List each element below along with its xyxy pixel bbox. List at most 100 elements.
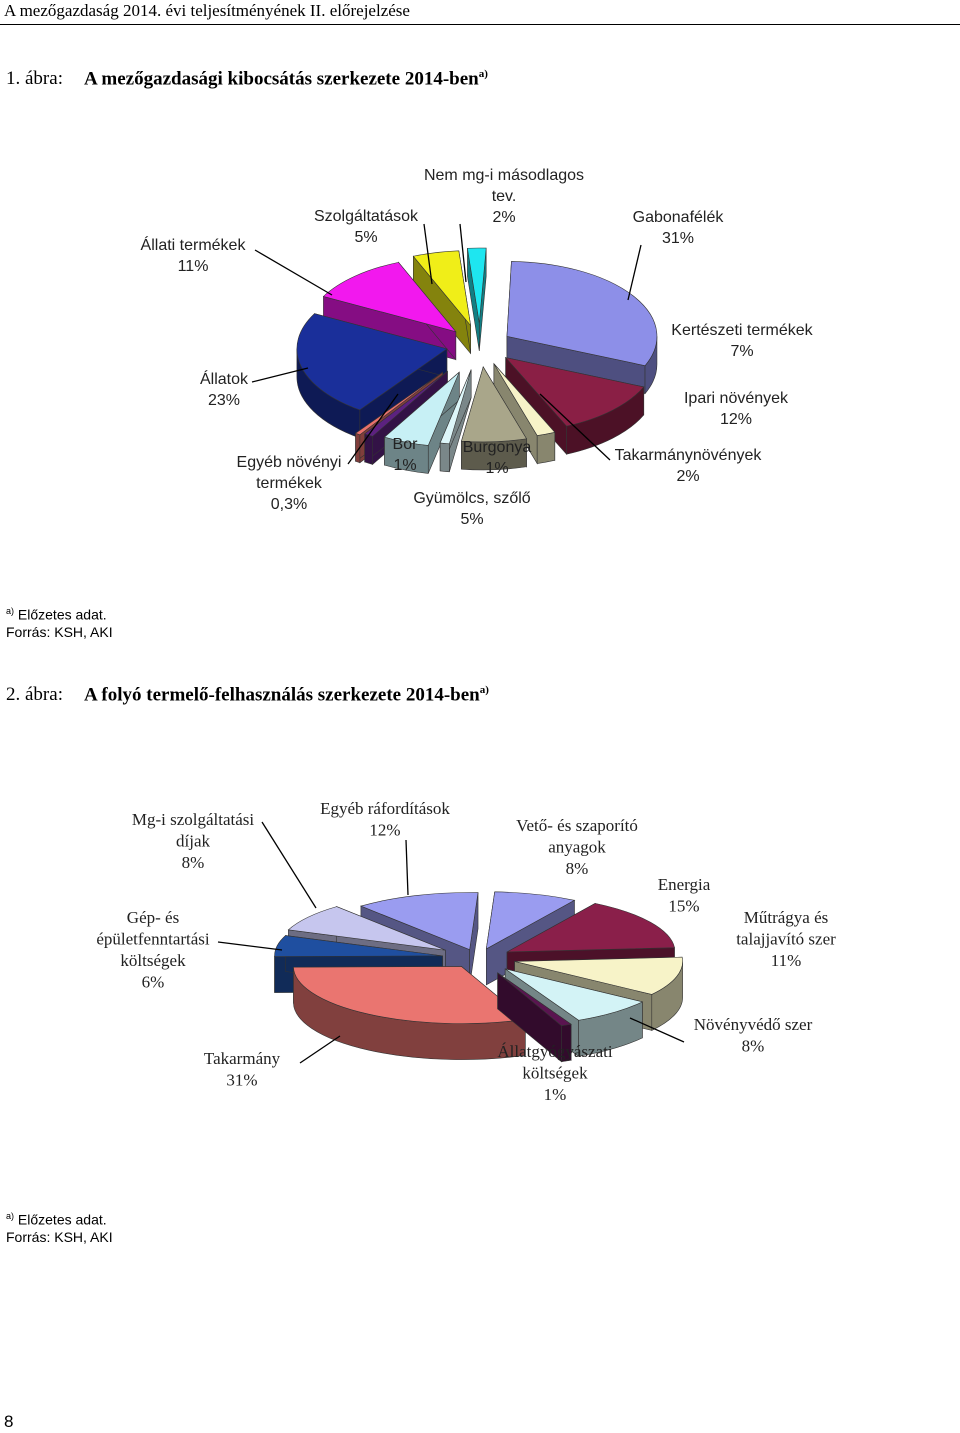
leader-line — [423, 223, 433, 285]
pie-label-egyeb-raforditasok: Egyéb ráfordítások 12% — [320, 799, 450, 896]
pie-slice-burgonya — [439, 369, 472, 473]
pie-label-line: 8% — [182, 853, 205, 872]
pie-label-line: Egyéb növényi — [237, 454, 342, 471]
pie-label-line: anyagok — [548, 838, 606, 857]
pie-label-line: 12% — [720, 411, 752, 428]
pie-label-line: 2% — [676, 468, 699, 485]
pie-label-line: talajjavító szer — [736, 930, 836, 949]
pie-label-line: Mg-i szolgáltatási — [132, 810, 255, 829]
pie-label-line: 1% — [393, 457, 416, 474]
chart2-exploded-pie: Vető- és szaporító anyagok 8% Energia 15% Műt… — [96, 799, 836, 1104]
pie-label-novenyvedo-szer: Növényvédő szer 8% — [629, 1015, 813, 1056]
pie-label-line: termékek — [256, 475, 323, 492]
figure2-number: 2. ábra: — [6, 684, 63, 706]
pie-label-burgonya: Burgonya 1% — [463, 439, 532, 477]
pie-label-line: Nem mg-i másodlagos — [424, 167, 584, 184]
pie-label-line: díjak — [176, 832, 210, 851]
pie-label-line: 11% — [178, 258, 209, 275]
pie-label-line: 1% — [485, 460, 508, 477]
leader-line — [261, 821, 317, 909]
pie-slice-gyumolcs-szolo — [383, 371, 460, 474]
pie-label-line: Burgonya — [463, 439, 532, 456]
pie-label-takarmany: Takarmány 31% — [204, 1035, 341, 1090]
figure1-notes: a) Előzetes adat. Forrás: KSH, AKI — [6, 603, 113, 641]
figure2-title-text: A folyó termelő-felhasználás szerkezete … — [84, 684, 480, 706]
pie-label-energia: Energia 15% — [658, 875, 711, 916]
pie-label-line: 11% — [771, 951, 802, 970]
figure2-source: Forrás: KSH, AKI — [6, 1228, 113, 1245]
pie-label-line: Állatok — [200, 369, 249, 388]
leader-line — [629, 1017, 685, 1043]
figure2-footnote: Előzetes adat. — [17, 1211, 107, 1228]
page-header: A mezőgazdaság 2014. évi teljesítményéne… — [0, 0, 960, 25]
pie-label-gyumolcs-szolo: Gyümölcs, szőlő 5% — [413, 490, 530, 528]
pie-label-line: 8% — [566, 859, 589, 878]
pie-label-line: 15% — [668, 897, 699, 916]
pie-label-line: 8% — [742, 1037, 765, 1056]
pie-label-allati-termekek: Állati termékek 11% — [141, 235, 333, 296]
pie-label-line: Állati termékek — [141, 235, 247, 254]
pie-label-line: Állatgyógyászati — [497, 1042, 612, 1061]
pie-label-line: Takarmány — [204, 1049, 281, 1068]
pie-label-veto-es-szaporito-anyagok: Vető- és szaporító anyagok 8% — [516, 816, 638, 878]
pie-label-allatok: Állatok 23% — [200, 367, 309, 409]
leader-line — [299, 1035, 341, 1064]
pie-label-line: épületfenntartási — [96, 930, 210, 949]
pie-label-line: 5% — [354, 229, 377, 246]
leader-line — [627, 244, 642, 301]
figure2-title: 2. ábra: A folyó termelő-felhasználás sze… — [6, 684, 489, 706]
pie-label-line: 23% — [208, 392, 240, 409]
pie-label-line: 31% — [226, 1071, 257, 1090]
pie-label-gep-es-epuletfenntartasi-koltsegek: Gép- és épületfenntartási költségek 6% — [96, 908, 283, 992]
pie-slice-szolgaltatasok — [412, 250, 472, 355]
pie-label-allatgyogyaszati-koltsegek: Állatgyógyászati költségek 1% — [497, 1042, 612, 1104]
pie-label-line: 0,3% — [271, 496, 307, 513]
pie-label-kerteszeti-termekek: Kertészeti termékek 7% — [671, 322, 813, 360]
pie-label-bor: Bor 1% — [393, 436, 419, 474]
pie-label-line: Műtrágya és — [744, 908, 829, 927]
pie-label-line: Ipari növények — [684, 390, 789, 407]
figure1-footnote: Előzetes adat. — [17, 606, 107, 623]
leader-line — [251, 367, 309, 383]
pie-label-line: költségek — [120, 951, 186, 970]
pie-label-line: 12% — [369, 821, 400, 840]
pie-label-mg-i-szolgaltatasi-dijak: Mg-i szolgáltatási díjak 8% — [132, 810, 317, 909]
pie-label-mutragya-es-talajjavito-szer: Műtrágya és talajjavító szer 11% — [736, 908, 836, 970]
pie-label-egyeb-novenyi-termekek: Egyéb növényi termékek 0,3% — [237, 393, 399, 513]
pie-label-line: Vető- és szaporító — [516, 816, 638, 835]
pie-slice-nem-mg-i-masodlagos-tev — [467, 247, 487, 352]
figure1-number: 1. ábra: — [6, 68, 63, 90]
page-number: 8 — [4, 1412, 14, 1431]
pie-label-line: Takarmánynövények — [615, 447, 763, 464]
pie-slice-kerteszeti-termekek — [461, 365, 527, 471]
header-title: A mezőgazdaság 2014. évi teljesítményéne… — [4, 1, 410, 20]
pie-label-line: 7% — [730, 343, 753, 360]
figure1-title-text: A mezőgazdasági kibocsátás szerkezete 20… — [84, 68, 479, 90]
pie-label-line: 6% — [142, 973, 165, 992]
pie-label-ipari-novenyek: Ipari növények 12% — [684, 390, 789, 428]
figure2-footnote-mark: a) — [6, 1211, 15, 1221]
pie-label-line: Szolgáltatások — [314, 208, 419, 225]
leader-line — [539, 393, 611, 461]
pie-slice-gabonafelek — [506, 261, 658, 395]
leader-line — [459, 223, 467, 283]
pie-label-line: Növényvédő szer — [694, 1015, 813, 1034]
pie-label-line: Bor — [393, 436, 419, 453]
pie-label-szolgaltatasok: Szolgáltatások 5% — [314, 208, 433, 285]
pie-label-line: Gép- és — [127, 908, 179, 927]
pie-label-nem-mg-i-masodlagos-tev: Nem mg-i másodlagos tev. 2% — [424, 167, 584, 283]
pie-label-line: költségek — [522, 1064, 588, 1083]
pie-slice-allatgyogyaszati-koltsegek — [497, 972, 572, 1063]
pie-label-line: Kertészeti termékek — [671, 322, 813, 339]
pie-slice-takarmany — [293, 965, 527, 1060]
pie-label-line: Gabonafélék — [633, 209, 725, 226]
pie-label-line: Egyéb ráfordítások — [320, 799, 450, 818]
leader-line — [217, 941, 283, 951]
pie-label-line: tev. — [492, 188, 517, 205]
leader-line — [254, 249, 333, 296]
pie-label-line: 2% — [492, 209, 515, 226]
pie-label-line: 1% — [544, 1085, 567, 1104]
pie-label-gabonafelek: Gabonafélék 31% — [627, 209, 725, 301]
figure1-title: 1. ábra: A mezőgazdasági kibocsátás szerk… — [6, 68, 488, 90]
